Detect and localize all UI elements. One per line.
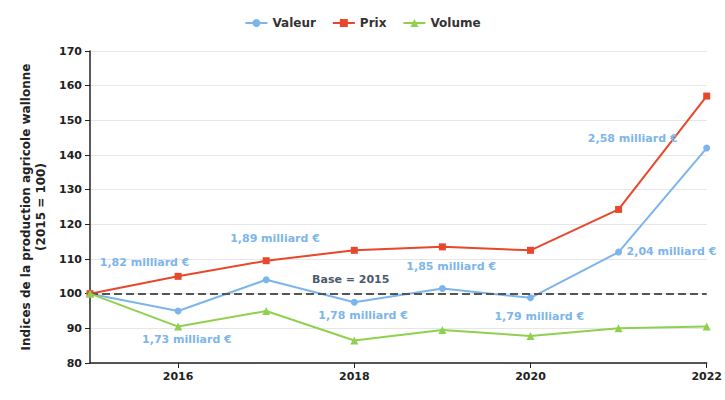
svg-text:120: 120 <box>59 218 82 231</box>
svg-text:90: 90 <box>67 322 83 335</box>
svg-text:1,79 milliard €: 1,79 milliard € <box>494 310 584 323</box>
svg-text:2022: 2022 <box>691 370 722 383</box>
svg-text:2,04 milliard €: 2,04 milliard € <box>627 245 717 258</box>
svg-text:2016: 2016 <box>163 370 194 383</box>
svg-text:Indices de la production agric: Indices de la production agricole wallon… <box>19 64 33 351</box>
svg-text:1,78 milliard €: 1,78 milliard € <box>318 309 408 322</box>
svg-text:1,89 milliard €: 1,89 milliard € <box>230 232 320 245</box>
svg-text:1,73 milliard €: 1,73 milliard € <box>142 333 232 346</box>
svg-text:170: 170 <box>59 45 82 58</box>
svg-text:2018: 2018 <box>339 370 370 383</box>
svg-text:160: 160 <box>59 79 82 92</box>
svg-text:Base = 2015: Base = 2015 <box>312 273 389 286</box>
svg-text:140: 140 <box>59 149 82 162</box>
svg-text:1,82 milliard €: 1,82 milliard € <box>100 256 190 269</box>
svg-text:130: 130 <box>59 183 82 196</box>
svg-text:Volume: Volume <box>430 16 480 30</box>
svg-text:2,58 milliard €: 2,58 milliard € <box>588 132 678 145</box>
svg-text:100: 100 <box>59 287 82 300</box>
svg-text:150: 150 <box>59 114 82 127</box>
svg-text:2020: 2020 <box>515 370 546 383</box>
svg-text:110: 110 <box>59 253 82 266</box>
svg-text:80: 80 <box>67 357 83 370</box>
svg-text:1,85 milliard €: 1,85 milliard € <box>406 260 496 273</box>
svg-text:(2015 = 100): (2015 = 100) <box>34 163 48 251</box>
svg-text:Valeur: Valeur <box>272 16 316 30</box>
svg-text:Prix: Prix <box>360 16 387 30</box>
